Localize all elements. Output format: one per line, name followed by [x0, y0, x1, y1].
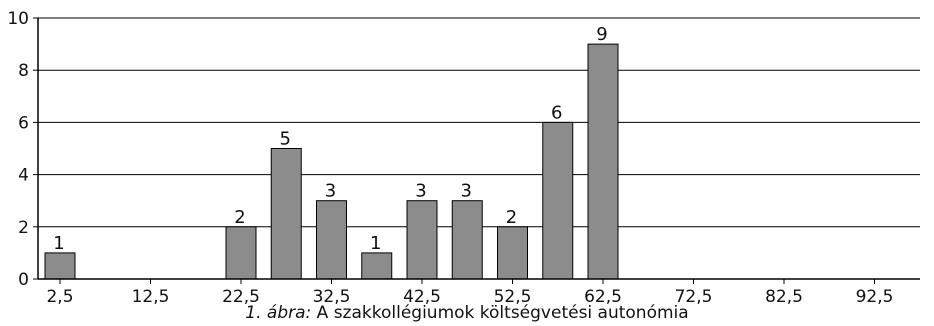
y-tick-label: 4 — [18, 166, 29, 186]
y-tick-label: 6 — [18, 113, 29, 133]
data-label: 3 — [325, 181, 336, 202]
x-tick-label: 82,5 — [765, 287, 803, 305]
bars — [44, 43, 619, 280]
bar — [361, 252, 393, 280]
data-label: 5 — [280, 129, 291, 150]
histogram-chart: 0 2 4 6 8 10 2,5 12,5 22,5 32,5 42,5 52,5 62,5 72,5 8… — [7, 9, 920, 305]
caption-text: A szakkollégiumok költségvetési autonómi… — [311, 303, 689, 323]
x-tick-label: 22,5 — [222, 287, 260, 305]
bar — [316, 200, 347, 280]
data-label: 1 — [370, 233, 381, 254]
bar — [587, 43, 619, 280]
x-tick-label: 42,5 — [403, 287, 441, 305]
x-tick-label: 32,5 — [313, 287, 351, 305]
bar — [497, 226, 528, 280]
figure-number: 1. ábra: — [245, 303, 312, 323]
figure-caption: 1. ábra: A szakkollégiumok költségvetési… — [0, 303, 934, 323]
bar — [451, 200, 483, 280]
x-tick-label: 92,5 — [856, 287, 894, 305]
data-labels: 1 2 5 3 1 3 3 2 6 9 — [53, 24, 607, 254]
y-tick-label: 8 — [18, 61, 29, 81]
gridlines — [33, 17, 920, 280]
x-tick-label: 72,5 — [675, 287, 713, 305]
data-label: 9 — [596, 24, 607, 45]
x-tick-label: 62,5 — [584, 287, 622, 305]
x-axis-tick-labels: 2,5 12,5 22,5 32,5 42,5 52,5 62,5 72,5 82,5 92,5 — [46, 287, 893, 305]
x-tick-label: 12,5 — [132, 287, 170, 305]
bar — [44, 252, 76, 280]
x-tick-label: 2,5 — [46, 287, 73, 305]
bar — [225, 226, 257, 280]
y-axis-tick-labels: 0 2 4 6 8 10 — [7, 9, 29, 290]
y-tick-label: 10 — [7, 9, 29, 29]
bar — [406, 200, 438, 280]
data-label: 1 — [53, 233, 64, 254]
y-tick-label: 0 — [18, 270, 29, 290]
data-label: 2 — [234, 207, 245, 228]
bar — [542, 121, 574, 280]
x-tick-label: 52,5 — [494, 287, 532, 305]
data-label: 3 — [461, 181, 472, 202]
data-label: 6 — [551, 102, 562, 123]
axes — [37, 18, 920, 284]
data-label: 2 — [506, 207, 517, 228]
data-label: 3 — [415, 181, 426, 202]
y-tick-label: 2 — [18, 218, 29, 238]
bar — [270, 148, 302, 280]
